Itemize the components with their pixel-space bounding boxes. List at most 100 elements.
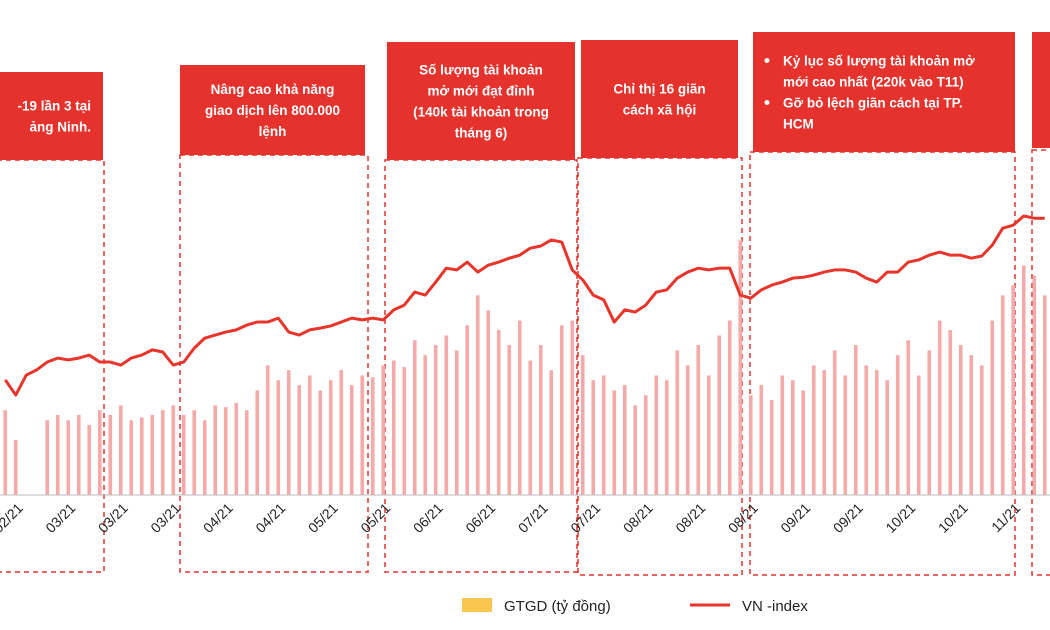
x-tick-label: 04/21 [200, 500, 236, 536]
bar [601, 375, 606, 495]
bar [1021, 265, 1026, 495]
bar [969, 355, 974, 495]
annotation-text: giao dịch lên 800.000 [205, 103, 340, 118]
x-tick-label: 07/21 [567, 500, 603, 536]
annotation-text: ảng Ninh. [30, 120, 92, 135]
x-tick-label: 03/21 [42, 500, 78, 536]
annotation-text: cách xã hội [623, 103, 697, 118]
x-tick-label: 07/21 [515, 500, 551, 536]
bar [297, 385, 302, 495]
bar [139, 417, 144, 495]
annotation-text: Kỷ lục số lượng tài khoản mở [783, 54, 975, 69]
bar [528, 360, 533, 495]
bar [570, 320, 575, 495]
bar [223, 407, 228, 495]
line [4, 214, 1045, 397]
bar [790, 380, 795, 495]
x-tick-label: 06/21 [410, 500, 446, 536]
bar [591, 380, 596, 495]
bar [1000, 295, 1005, 495]
bar [580, 355, 585, 495]
bar [108, 414, 113, 495]
annotation-period [577, 157, 743, 576]
bar [696, 345, 701, 495]
bar [381, 365, 386, 495]
bar [307, 375, 312, 495]
bar [213, 405, 218, 495]
bar [916, 375, 921, 495]
x-tick-label: 02/21 [0, 500, 26, 536]
x-tick-label: 03/21 [147, 500, 183, 536]
annotation-text: tháng 6) [455, 126, 508, 141]
bar [370, 377, 375, 495]
bar [643, 395, 648, 495]
bar [349, 385, 354, 495]
bar [738, 240, 743, 495]
bar [748, 395, 753, 495]
annotation-box [753, 32, 1015, 152]
bar [66, 420, 71, 495]
bar [160, 410, 165, 495]
bar [486, 310, 491, 495]
bar [55, 414, 60, 495]
annotation-text: Chỉ thị 16 giãn [613, 82, 705, 97]
bar [622, 385, 627, 495]
annotation-box [387, 42, 575, 160]
bar [937, 320, 942, 495]
bar [423, 355, 428, 495]
x-tick-label: 09/21 [830, 500, 866, 536]
bar [759, 385, 764, 495]
x-tick-label: 08/21 [725, 500, 761, 536]
bar [1042, 295, 1047, 495]
bar [475, 295, 480, 495]
bar [433, 345, 438, 495]
x-tick-label: 10/21 [935, 500, 971, 536]
bar [234, 402, 239, 495]
bar [328, 380, 333, 495]
bar [633, 405, 638, 495]
bar [1032, 275, 1037, 495]
bar [801, 390, 806, 495]
bar [874, 370, 879, 495]
bar [465, 325, 470, 495]
bar [948, 330, 953, 495]
bar [538, 345, 543, 495]
bar [444, 335, 449, 495]
x-tick-label: 10/21 [882, 500, 918, 536]
bar [171, 405, 176, 495]
annotation-text: mới cao nhất (220k vào T11) [783, 75, 964, 90]
bar [454, 350, 459, 495]
bar [87, 425, 92, 495]
bar [412, 340, 417, 495]
bar [507, 345, 512, 495]
bar [244, 410, 249, 495]
bar [517, 320, 522, 495]
bar [979, 365, 984, 495]
legend-label: GTGD (tỷ đồng) [504, 598, 611, 615]
bar [811, 365, 816, 495]
x-tick-label: 11/21 [988, 500, 1024, 536]
bar [3, 410, 8, 495]
bar [391, 360, 396, 495]
bar [885, 380, 890, 495]
x-tick-label: 04/21 [252, 500, 288, 536]
bar [549, 370, 554, 495]
x-tick-label: 05/21 [305, 500, 341, 536]
annotation-period [749, 151, 1016, 576]
bar [202, 420, 207, 495]
bar [181, 414, 186, 495]
legend-swatch [462, 598, 492, 612]
bar [727, 320, 732, 495]
bar [1011, 285, 1016, 495]
bar [265, 365, 270, 495]
annotation-text: -19 lần 3 tại [17, 99, 91, 114]
bar [496, 330, 501, 495]
x-tick-label: 05/21 [357, 500, 393, 536]
bar [685, 365, 690, 495]
bar [906, 340, 911, 495]
bar [150, 414, 155, 495]
bar [780, 375, 785, 495]
bar [276, 380, 281, 495]
bar [832, 350, 837, 495]
